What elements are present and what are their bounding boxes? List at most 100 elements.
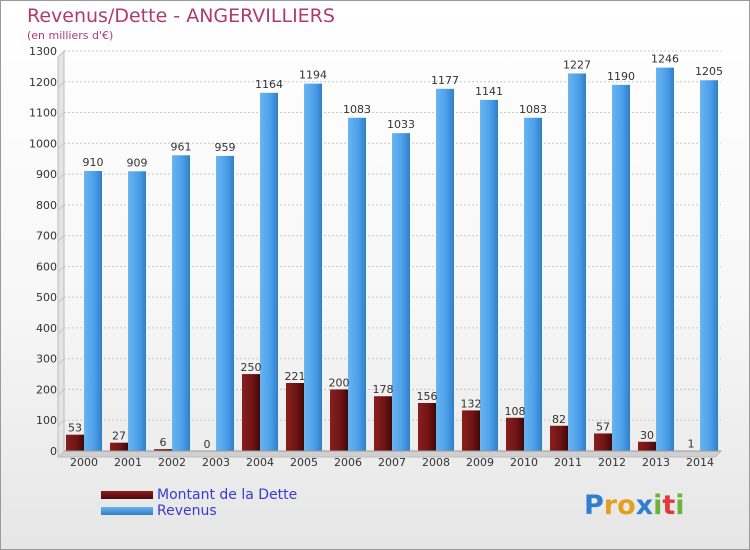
legend-swatch-revenus: [101, 507, 153, 515]
bar-revenus-2010: [524, 117, 542, 452]
legend-label-revenus: Revenus: [157, 503, 217, 519]
x-tick-label-2000: 2000: [70, 456, 98, 469]
value-label-dette-2000: 53: [68, 422, 82, 435]
bar-revenus-2008: [436, 88, 454, 451]
y-tick-label: 200: [36, 383, 57, 396]
side-wall: [57, 49, 65, 459]
value-label-dette-2003: 0: [204, 438, 211, 451]
proxiti-logo: Proxiti: [584, 490, 685, 521]
bar-revenus-2001: [128, 171, 146, 452]
logo-letter: P: [584, 490, 604, 521]
bar-revenus-2007: [392, 133, 410, 451]
x-tick-label-2011: 2011: [554, 456, 582, 469]
y-tick-label: 600: [36, 260, 57, 273]
gridline-side: [57, 419, 65, 427]
y-tick-label: 900: [36, 168, 57, 181]
axis-layer: 0100200300400500600700800900100011001200…: [29, 45, 721, 469]
value-label-revenus-2000: 910: [83, 156, 104, 169]
gridline-side: [57, 235, 65, 242]
value-label-dette-2002: 6: [160, 436, 167, 449]
value-label-dette-2009: 132: [461, 397, 482, 410]
value-label-dette-2007: 178: [373, 383, 394, 396]
value-label-revenus-2011: 1227: [563, 58, 591, 71]
y-tick-label: 300: [36, 353, 57, 366]
y-tick-label: 700: [36, 230, 57, 243]
x-tick-label-2010: 2010: [510, 456, 538, 469]
legend-label-dette: Montant de la Dette: [157, 487, 298, 503]
y-tick-label: 1100: [29, 107, 57, 120]
y-tick-label: 1200: [29, 76, 57, 89]
bar-dette-2008: [418, 403, 436, 451]
x-tick-label-2014: 2014: [686, 456, 714, 469]
gridline-side: [57, 358, 65, 366]
bar-revenus-2012: [612, 84, 630, 451]
y-tick-label: 1000: [29, 137, 57, 150]
legend-swatch-dette: [101, 491, 153, 499]
gridline-side: [57, 296, 65, 304]
bar-dette-2009: [462, 410, 480, 451]
logo-letter: r: [603, 490, 618, 521]
x-tick-label-2013: 2013: [642, 456, 670, 469]
chart-title: Revenus/Dette - ANGERVILLIERS: [27, 5, 335, 27]
gridline-side: [57, 389, 65, 396]
bar-revenus-2002: [172, 155, 190, 452]
value-label-revenus-2003: 959: [215, 141, 236, 154]
gridline-side: [57, 112, 65, 119]
logo-letter: t: [662, 490, 676, 521]
gridline-side: [57, 204, 65, 212]
logo-letter: i: [675, 490, 685, 521]
bar-dette-2013: [638, 441, 656, 451]
x-tick-label-2004: 2004: [246, 456, 274, 469]
bar-dette-2012: [594, 433, 612, 451]
gridline-side: [57, 173, 65, 181]
value-label-revenus-2009: 1141: [475, 85, 503, 98]
x-tick-label-2003: 2003: [202, 456, 230, 469]
value-label-revenus-2002: 961: [171, 140, 192, 153]
labels-layer: 53 910 27 909 6 961 0 959 250 1164 221 1194 200 1083 1…: [68, 53, 723, 451]
y-tick-label: 500: [36, 291, 57, 304]
bar-revenus-2003: [216, 155, 234, 451]
bar-dette-2001: [110, 442, 128, 451]
bar-revenus-2004: [260, 92, 278, 451]
value-label-dette-2005: 221: [285, 370, 306, 383]
gridline-side: [57, 142, 65, 150]
gridline-side: [57, 450, 65, 458]
logo-letter: x: [635, 490, 654, 521]
gridline-side: [57, 81, 65, 89]
value-label-dette-2004: 250: [241, 361, 262, 374]
value-label-dette-2010: 108: [505, 405, 526, 418]
x-tick-label-2001: 2001: [114, 456, 142, 469]
bar-revenus-2005: [304, 83, 322, 451]
value-label-dette-2006: 200: [329, 376, 350, 389]
bar-revenus-2014: [700, 80, 718, 451]
value-label-revenus-2006: 1083: [343, 103, 371, 116]
bars-layer: [66, 67, 718, 452]
bar-revenus-2011: [568, 73, 586, 451]
chart-subtitle: (en milliers d'€): [27, 29, 114, 42]
bar-dette-2010: [506, 417, 524, 451]
bar-dette-2004: [242, 374, 260, 451]
bar-dette-2011: [550, 425, 568, 451]
value-label-revenus-2010: 1083: [519, 103, 547, 116]
bar-dette-2006: [330, 389, 348, 451]
value-label-revenus-2007: 1033: [387, 118, 415, 131]
value-label-dette-2011: 82: [552, 413, 566, 426]
x-tick-label-2002: 2002: [158, 456, 186, 469]
value-label-revenus-2008: 1177: [431, 74, 459, 87]
y-tick-label: 0: [50, 445, 57, 458]
bar-dette-2007: [374, 396, 392, 451]
value-label-dette-2012: 57: [596, 420, 610, 433]
x-tick-label-2008: 2008: [422, 456, 450, 469]
x-tick-label-2012: 2012: [598, 456, 626, 469]
value-label-dette-2013: 30: [640, 429, 654, 442]
value-label-revenus-2013: 1246: [651, 53, 679, 66]
bar-dette-2005: [286, 383, 304, 451]
value-label-revenus-2005: 1194: [299, 69, 327, 82]
x-tick-label-2005: 2005: [290, 456, 318, 469]
x-tick-label-2009: 2009: [466, 456, 494, 469]
gridline-side: [57, 50, 65, 58]
x-tick-label-2006: 2006: [334, 456, 362, 469]
y-tick-label: 1300: [29, 45, 57, 58]
